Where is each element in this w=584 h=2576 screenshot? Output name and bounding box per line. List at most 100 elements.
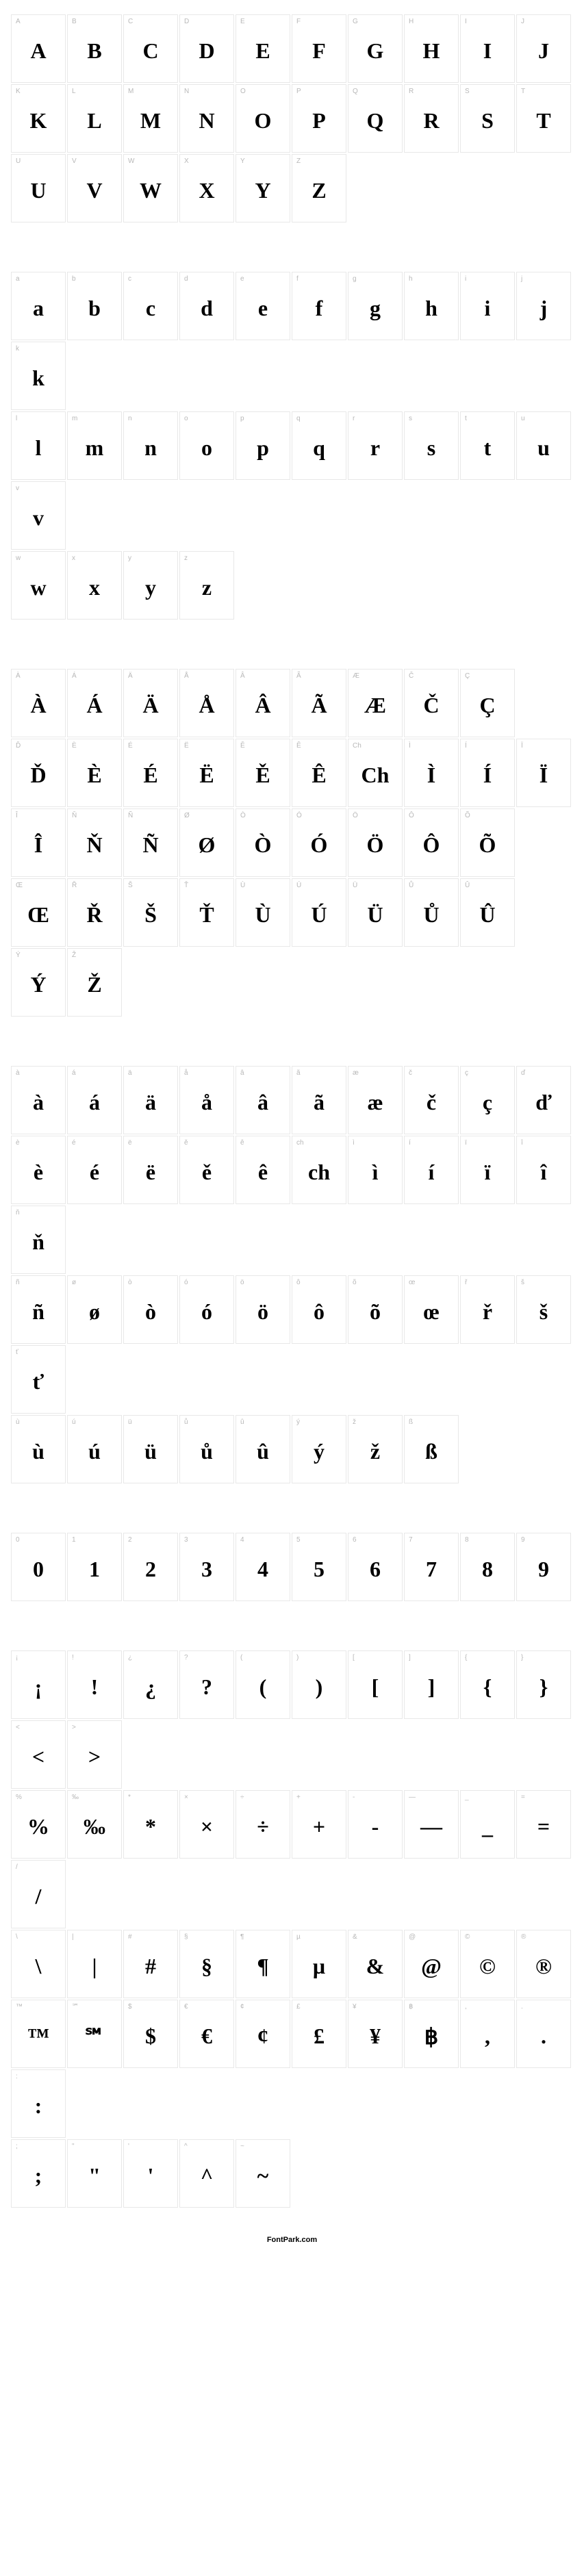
glyph-cell: ฿฿ [404,2000,459,2068]
glyph-cell: ÃÃ [292,669,346,737]
glyph-cell: bb [67,272,122,340]
glyph-cell: .. [516,2000,571,2068]
glyph-label: ö [240,1279,244,1286]
glyph-cell: ÓÓ [292,808,346,877]
glyph-label: { [465,1654,467,1661]
glyph-display: û [257,1439,269,1464]
glyph-cell: çç [460,1066,515,1134]
glyph-label: € [184,2003,188,2011]
glyph-label: L [72,88,76,95]
glyph-label: 4 [240,1536,244,1544]
glyph-label: j [521,275,522,283]
glyph-display: Š [144,902,157,928]
glyph-label: ¢ [240,2003,244,2011]
glyph-label: @ [409,1933,416,1941]
glyph-display: ď [535,1090,551,1115]
glyph-label: C [128,18,133,25]
footer-text: FontPark.com [0,2222,584,2258]
glyph-cell: ee [236,272,290,340]
glyph-display: W [140,178,162,203]
glyph-display: € [201,2024,212,2049]
glyph-cell: ÒÒ [236,808,290,877]
glyph-display: 7 [426,1557,437,1582]
glyph-cell: õõ [348,1275,403,1344]
glyph-label: [ [353,1654,355,1661]
glyph-cell: ŒŒ [11,878,66,947]
glyph-label: 1 [72,1536,76,1544]
glyph-cell: XX [179,154,234,222]
glyph-cell: && [348,1930,403,1998]
glyph-label: 6 [353,1536,357,1544]
glyph-cell: ÆÆ [348,669,403,737]
glyph-cell: jj [516,272,571,340]
glyph-label: ¥ [353,2003,357,2011]
glyph-label: § [184,1933,188,1941]
glyph-cell: ùù [11,1415,66,1483]
glyph-display: d [201,296,213,321]
glyph-label: Ä [128,672,133,680]
glyph-display: ů [201,1439,213,1464]
glyph-label: } [521,1654,523,1661]
glyph-label: Œ [16,882,23,889]
glyph-cell: TT [516,84,571,153]
glyph-cell: ÙÙ [236,878,290,947]
glyph-display: × [201,1814,213,1839]
glyph-label: a [16,275,20,283]
glyph-label: n [128,415,132,422]
glyph-label: E [240,18,245,25]
glyph-cell: KK [11,84,66,153]
glyph-cell: ňň [11,1206,66,1274]
glyph-display: µ [313,1954,325,1979]
glyph-display: Í [483,763,492,788]
glyph-cell: úú [67,1415,122,1483]
glyph-display: ô [314,1299,325,1325]
glyph-cell: ÊÊ [292,739,346,807]
glyph-label: ô [296,1279,301,1286]
glyph-cell: PP [292,84,346,153]
glyph-label: Š [128,882,133,889]
glyph-cell: ÖÖ [348,808,403,877]
glyph-cell: ÇÇ [460,669,515,737]
glyph-label: _ [465,1794,469,1801]
glyph-label: Õ [465,812,470,819]
glyph-label: - [353,1794,355,1801]
glyph-cell: \\ [11,1930,66,1998]
glyph-cell: << [11,1720,66,1789]
glyph-cell: ii [460,272,515,340]
glyph-label: á [72,1069,76,1077]
glyph-cell: __ [460,1790,515,1859]
glyph-display: È [87,763,101,788]
glyph-cell: ìì [348,1136,403,1204]
glyph-label: 2 [128,1536,132,1544]
glyph-cell: ŠŠ [123,878,178,947]
glyph-cell: EE [236,14,290,83]
glyph-label: J [521,18,524,25]
glyph-display: ý [314,1439,325,1464]
glyph-cell: ËË [179,739,234,807]
glyph-display: Ö [367,832,384,858]
glyph-label: û [240,1418,244,1426]
glyph-label: Ň [72,812,77,819]
glyph-section: ààááääååââããææččççďďèèééëëěěêêchchììííïï… [0,1051,584,1498]
glyph-display: @ [421,1954,442,1979]
glyph-cell: II [460,14,515,83]
glyph-display: Ô [423,832,440,858]
glyph-display: ) [316,1674,323,1700]
glyph-cell: NN [179,84,234,153]
glyph-display: ř [483,1299,492,1325]
glyph-label: 5 [296,1536,301,1544]
glyph-display: ü [144,1439,157,1464]
glyph-display: J [538,38,549,64]
glyph-label: r [353,415,355,422]
glyph-cell: ÄÄ [123,669,178,737]
glyph-label: ? [184,1654,188,1661]
glyph-cell: == [516,1790,571,1859]
glyph-cell: ÏÏ [516,739,571,807]
glyph-cell: ~~ [236,2139,290,2208]
glyph-cell: $$ [123,2000,178,2068]
glyph-cell: 55 [292,1533,346,1601]
glyph-label: f [296,275,299,283]
glyph-display: = [537,1814,550,1839]
glyph-label: Ì [409,742,411,750]
glyph-label: | [72,1933,74,1941]
